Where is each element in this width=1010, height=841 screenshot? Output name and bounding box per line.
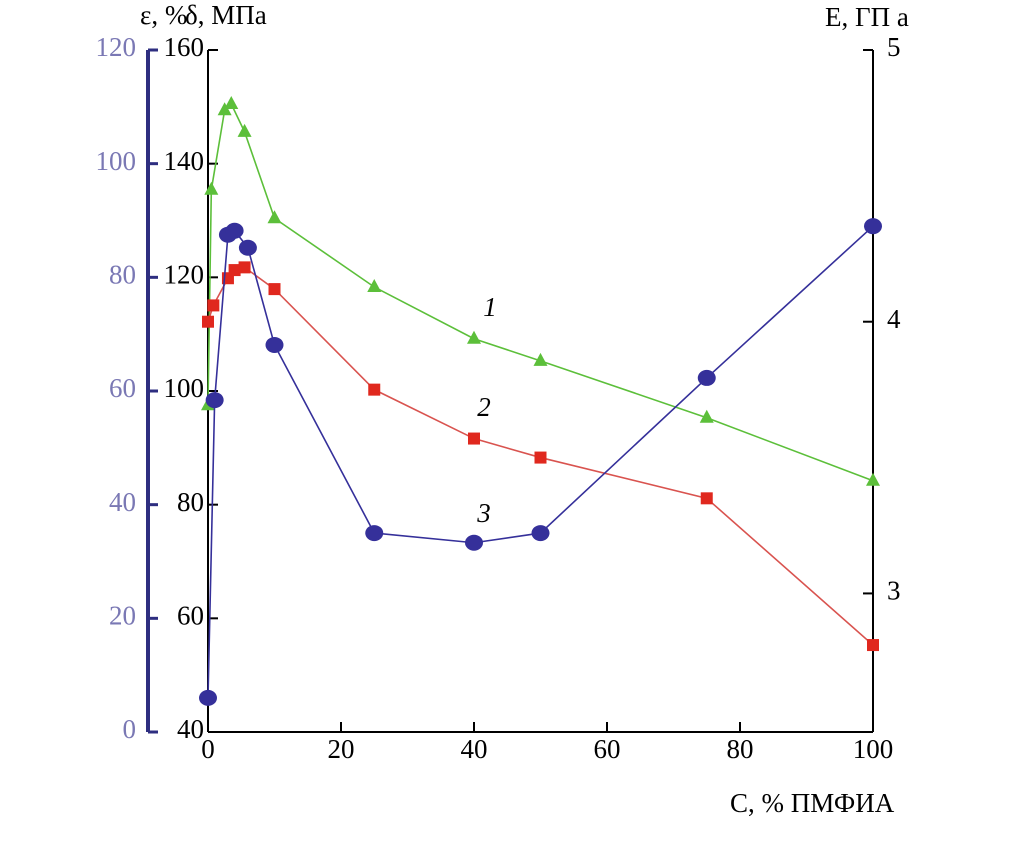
marker [465, 534, 483, 551]
y3-tick-label: 100 [96, 146, 137, 176]
x-tick-label: 40 [461, 734, 488, 764]
marker [238, 239, 257, 256]
y-tick-label: 100 [164, 373, 205, 403]
marker [199, 689, 217, 706]
marker [205, 392, 224, 409]
marker [700, 492, 713, 505]
y3-tick-label: 40 [109, 487, 136, 517]
marker [367, 278, 382, 292]
series-label: 3 [476, 498, 491, 528]
y3-tick-label: 80 [109, 260, 136, 290]
marker [368, 383, 381, 396]
marker [866, 472, 880, 486]
marker [534, 451, 547, 464]
marker [265, 336, 284, 353]
y3-tick-label: 20 [109, 601, 136, 631]
y-tick-label: 140 [164, 146, 205, 176]
y2-tick-label: 5 [887, 32, 901, 62]
marker [224, 95, 239, 109]
marker [237, 123, 252, 137]
x-tick-label: 20 [328, 734, 355, 764]
y3-tick-label: 60 [109, 373, 136, 403]
x-axis-title: C, % ПМФИА [730, 788, 895, 818]
marker [228, 264, 241, 277]
marker [467, 330, 481, 344]
x-tick-label: 100 [853, 734, 894, 764]
marker [268, 283, 281, 296]
x-tick-label: 0 [201, 734, 215, 764]
marker [365, 525, 384, 542]
marker [867, 639, 879, 652]
marker [468, 432, 480, 445]
y2-tick-label: 3 [887, 576, 901, 606]
series-label: 2 [477, 392, 491, 422]
marker [699, 409, 714, 423]
marker [238, 261, 251, 274]
y3-tick-label: 0 [123, 714, 137, 744]
marker [533, 352, 548, 366]
x-tick-label: 80 [727, 734, 754, 764]
marker [531, 525, 550, 542]
marker [202, 315, 214, 328]
y3-tick-label: 120 [96, 32, 137, 62]
marker [864, 218, 882, 235]
y-axis-title: δ, МПа [185, 0, 267, 30]
y2-tick-label: 4 [887, 304, 901, 334]
y-tick-label: 120 [164, 260, 205, 290]
marker [225, 222, 244, 239]
y2-axis-title: E, ГП а [825, 2, 909, 32]
y-tick-label: 60 [177, 601, 204, 631]
x-tick-label: 60 [594, 734, 621, 764]
y-tick-label: 80 [177, 487, 204, 517]
marker [204, 181, 219, 195]
y-tick-label: 40 [177, 714, 204, 744]
series-line [207, 102, 874, 482]
marker [697, 369, 716, 386]
marker [267, 210, 282, 224]
series-label: 1 [483, 292, 497, 322]
y-tick-label: 160 [164, 32, 205, 62]
marker [207, 299, 220, 312]
y3-axis-title: ε, % [140, 0, 187, 30]
